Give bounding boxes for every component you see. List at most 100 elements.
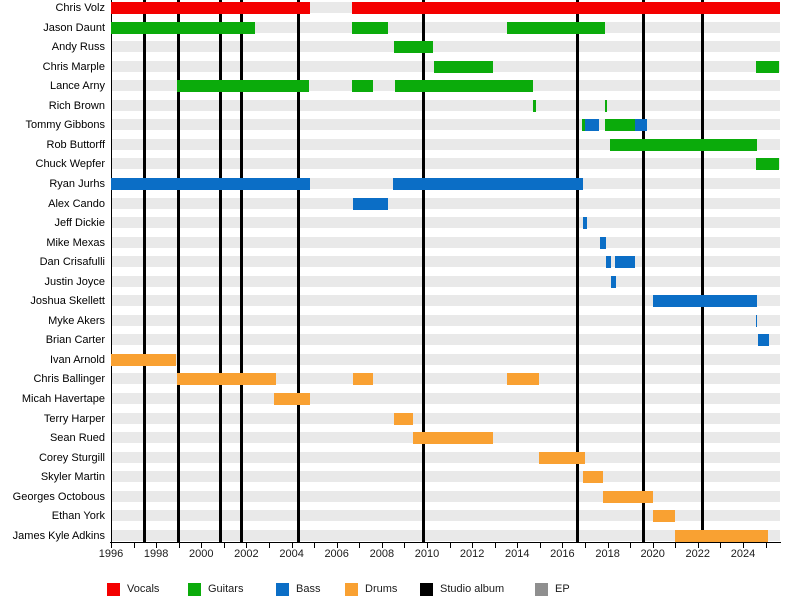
row-stripe [111, 158, 780, 170]
timeline-bar-guitars [111, 21, 255, 34]
x-axis-tick-label: 2004 [279, 548, 304, 560]
member-label: Corey Sturgill [38, 451, 105, 464]
timeline-bar-guitars [434, 60, 493, 73]
x-axis-tick-label: 2020 [640, 548, 665, 560]
x-axis-tick [675, 543, 677, 548]
timeline-bar-guitars [533, 99, 536, 112]
legend-label-vocals: Vocals [127, 583, 160, 595]
timeline-bar-bass [610, 275, 616, 288]
x-axis-tick [562, 543, 564, 548]
timeline-bar-drums [539, 451, 585, 464]
legend-swatch-drums [345, 583, 358, 596]
timeline-bar-drums [507, 373, 539, 386]
timeline-bar-vocals [111, 2, 311, 14]
member-label: Jason Daunt [43, 21, 105, 34]
x-axis-tick-label: 2016 [550, 548, 575, 560]
x-axis-tick [743, 543, 744, 548]
member-label: Micah Havertape [21, 393, 105, 405]
legend-label-ep: EP [555, 583, 570, 595]
legend-label-bass: Bass [296, 583, 321, 595]
x-axis-tick-label: 2002 [234, 548, 259, 560]
studio-album-line [700, 0, 704, 542]
x-axis-tick [585, 543, 586, 548]
member-label: Andy Russ [51, 41, 105, 54]
member-label: Chris Marple [42, 60, 105, 73]
studio-album-line [142, 0, 146, 542]
member-label: Ryan Jurhs [49, 178, 105, 190]
member-label: Rob Buttorff [46, 138, 106, 151]
row-stripe [111, 393, 780, 404]
legend-label-guitars: Guitars [208, 583, 244, 595]
x-axis-tick [156, 543, 158, 548]
member-label: Brian Carter [45, 334, 105, 347]
x-axis-tick [697, 543, 699, 548]
timeline-bar-drums [413, 432, 493, 445]
row-stripe [111, 490, 780, 502]
member-label: Alex Cando [48, 197, 105, 210]
studio-album-line [422, 0, 426, 542]
member-label: James Kyle Adkins [12, 529, 105, 542]
member-label: Ivan Arnold [49, 353, 105, 366]
member-label: Chuck Wepfer [35, 158, 106, 171]
timeline-bar-guitars [394, 80, 534, 93]
x-axis-tick [336, 543, 338, 548]
timeline-bar-vocals [352, 2, 780, 14]
row-stripe [111, 197, 780, 209]
row-stripe [111, 41, 780, 53]
timeline-bar-bass [635, 119, 648, 132]
x-axis-tick [291, 543, 293, 548]
row-stripe [111, 353, 780, 365]
timeline-bar-guitars [352, 21, 388, 34]
timeline-bar-drums [176, 373, 276, 386]
studio-album-line [575, 0, 579, 542]
x-axis-tick [720, 543, 722, 548]
member-label: Sean Rued [49, 432, 105, 445]
x-axis-tick [359, 543, 361, 548]
x-axis-tick [111, 543, 112, 548]
legend-swatch-studio_album [420, 583, 433, 596]
row-stripe [111, 138, 780, 150]
member-label: Chris Volz [55, 2, 105, 14]
timeline-bar-drums [394, 412, 413, 425]
member-label: Ethan York [51, 510, 105, 523]
member-label: Jeff Dickie [54, 217, 105, 230]
row-stripe [111, 256, 780, 268]
timeline-bar-guitars [507, 21, 606, 34]
x-axis-tick [472, 543, 474, 548]
x-axis-tick-label: 2012 [459, 548, 485, 560]
legend-swatch-vocals [107, 583, 120, 596]
row-stripe [111, 314, 780, 326]
timeline-bar-guitars [604, 99, 608, 112]
row-stripe [111, 451, 780, 463]
x-axis-tick-label: 2014 [505, 548, 530, 560]
plot-left-border [110, 0, 112, 542]
x-axis-tick-label: 2024 [730, 548, 756, 560]
member-label: Dan Crisafulli [39, 256, 105, 269]
timeline-bar-guitars [755, 60, 780, 73]
timeline-bar-bass [583, 217, 588, 230]
x-axis-tick [427, 543, 428, 548]
member-label: Skyler Martin [40, 471, 105, 484]
timeline-bar-guitars [582, 119, 585, 132]
legend-label-drums: Drums [365, 583, 398, 595]
studio-album-line [218, 0, 222, 542]
x-axis-tick [223, 543, 225, 548]
x-axis-tick-label: 2006 [324, 548, 349, 560]
member-label: Chris Ballinger [33, 373, 105, 386]
x-axis-tick [314, 543, 316, 548]
timeline-bar-guitars [176, 80, 309, 93]
row-stripe [111, 510, 780, 522]
x-axis-tick [517, 543, 519, 548]
row-stripe [111, 471, 780, 483]
timeline-bar-bass [392, 178, 584, 190]
member-label: Myke Akers [48, 314, 105, 327]
row-stripe [111, 119, 780, 131]
studio-album-line [641, 0, 645, 542]
member-label: Tommy Gibbons [25, 119, 105, 132]
x-axis-tick [539, 543, 541, 548]
x-axis-tick [269, 543, 270, 548]
timeline-bar-drums [603, 490, 653, 503]
